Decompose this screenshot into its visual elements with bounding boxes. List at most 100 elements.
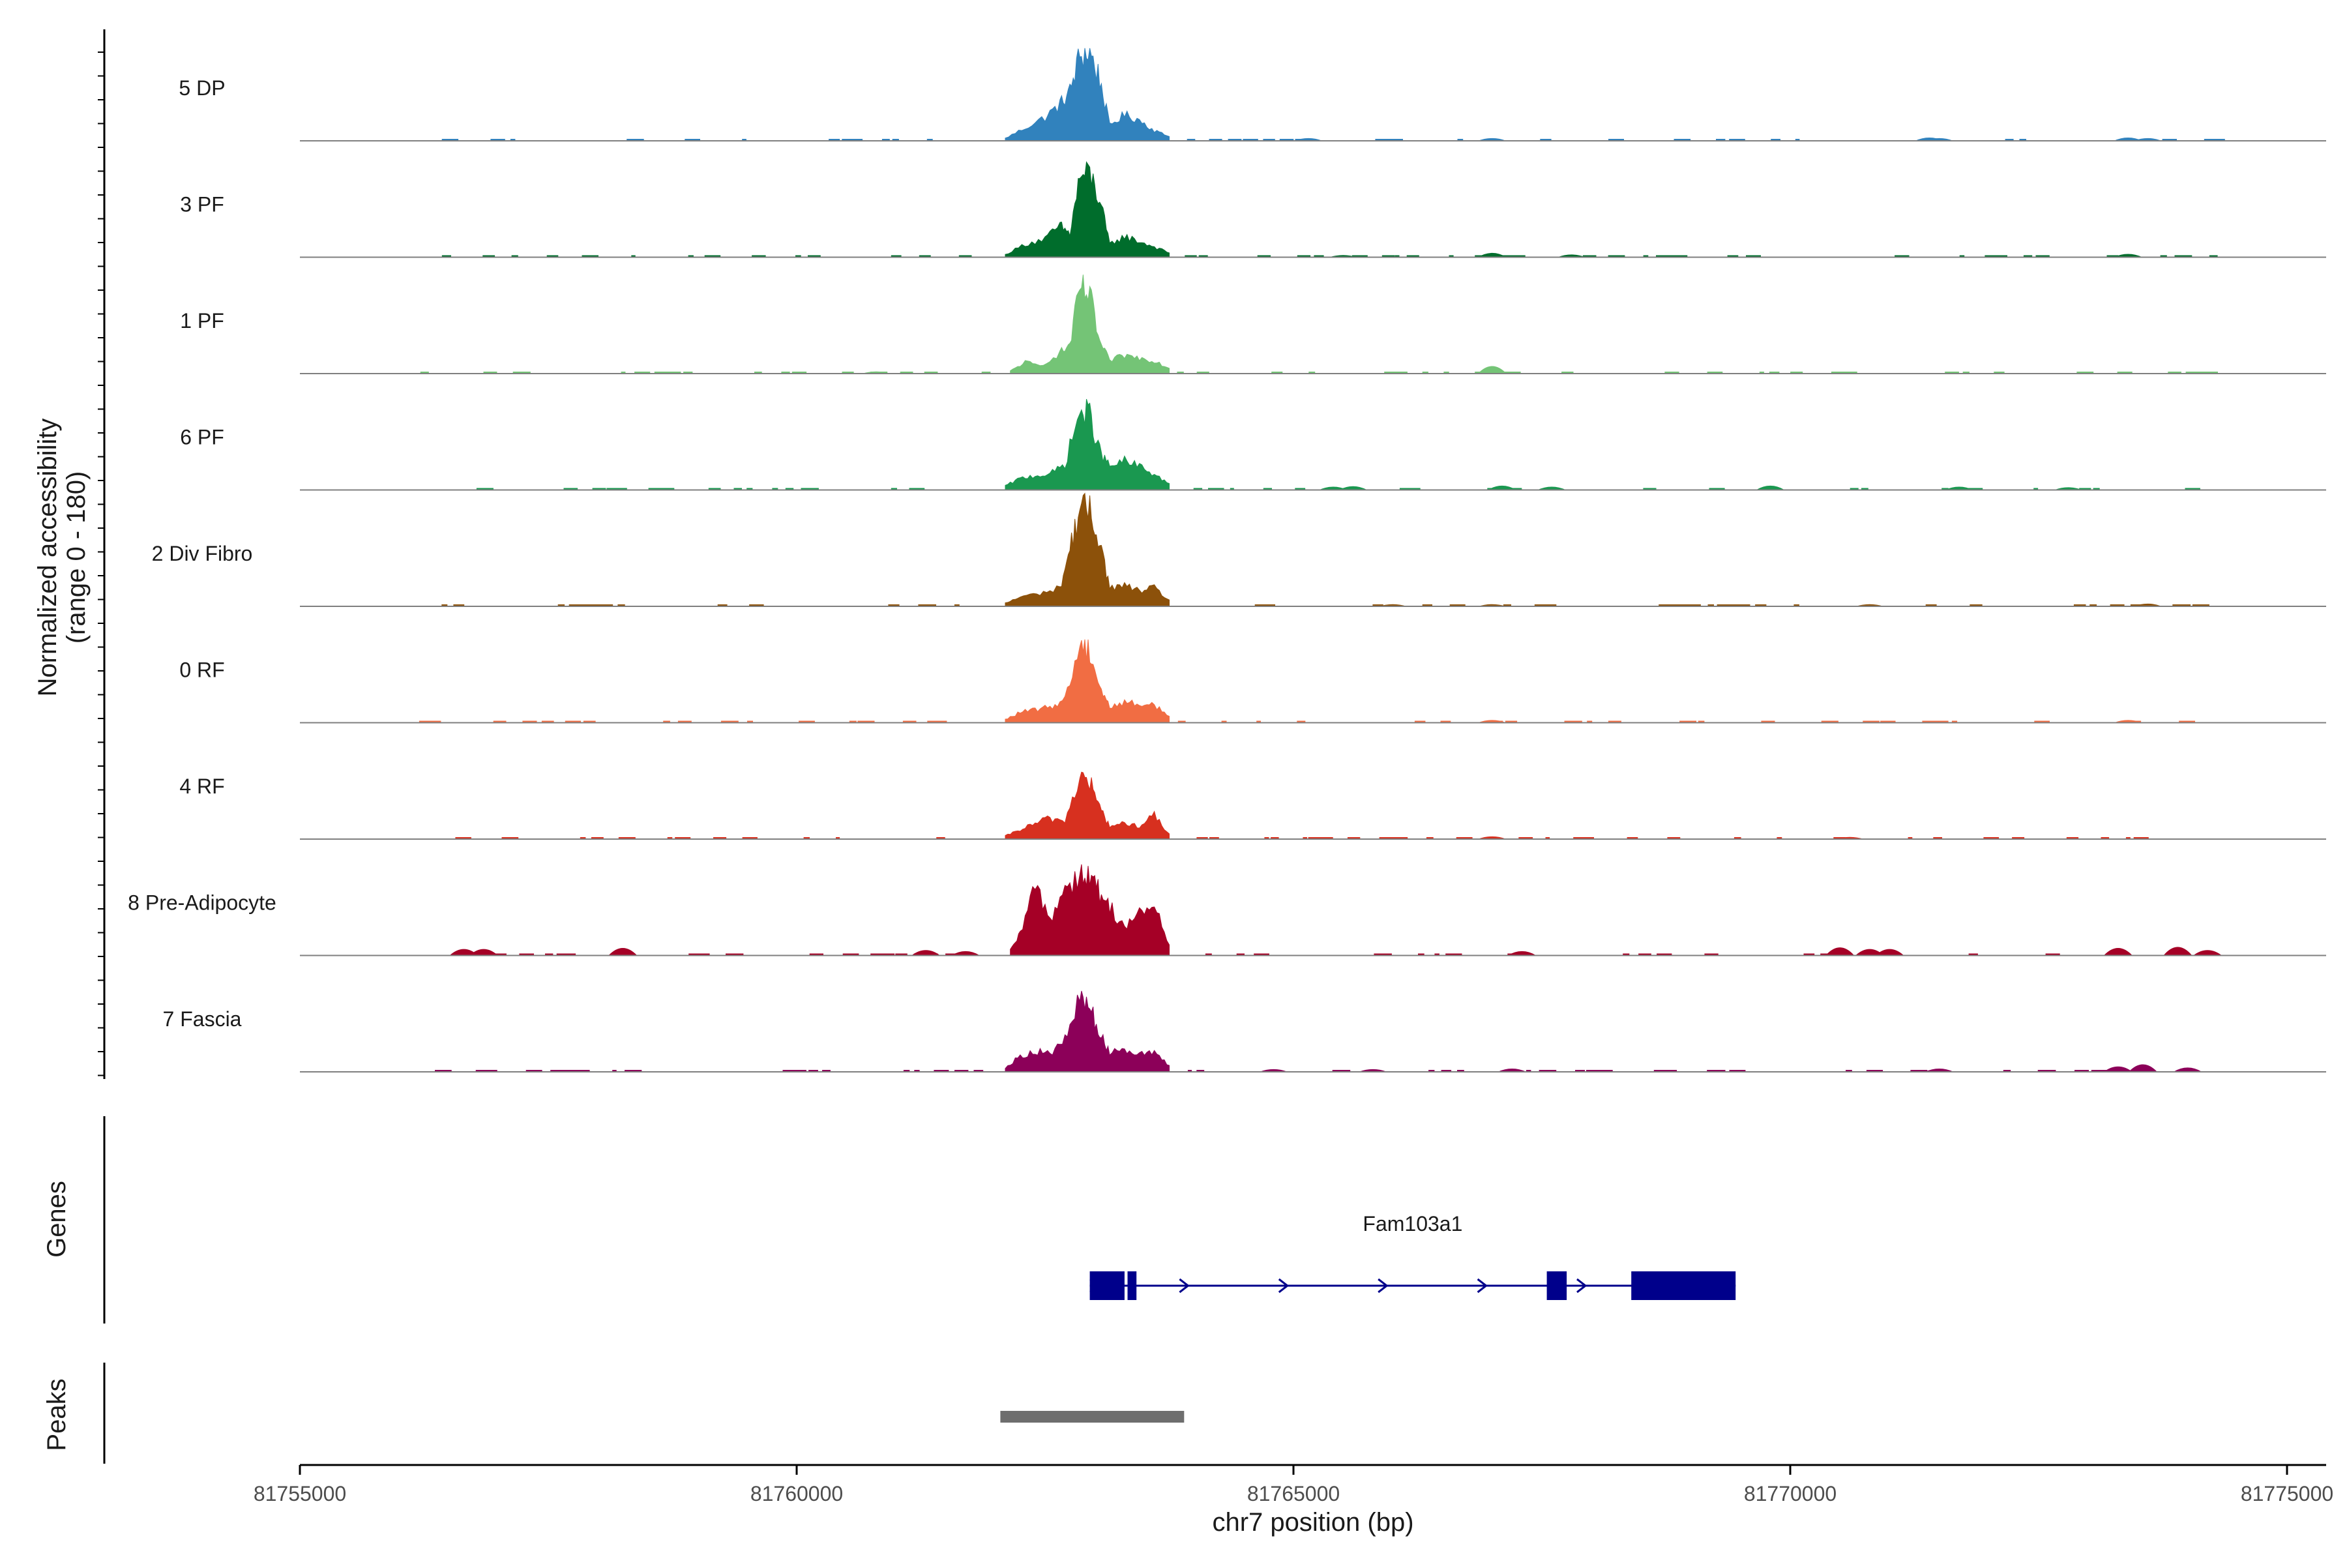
coverage-tracks: 5 DP 3 PF 1 PF 6 PF 2 Div Fibro 0 RF 4 RF 8 Pre… <box>128 48 2326 1072</box>
gene-exon <box>1631 1271 1736 1300</box>
coverage-noise <box>879 953 892 956</box>
coverage-bump <box>2163 947 2192 956</box>
coverage-noise <box>1280 139 1288 141</box>
coverage-noise <box>1449 255 1454 258</box>
track-label: 3 PF <box>180 193 224 216</box>
coverage-noise <box>1328 837 1333 839</box>
coverage-noise <box>842 372 854 374</box>
coverage-noise <box>2012 837 2025 839</box>
coverage-noise <box>1643 488 1657 490</box>
coverage-noise <box>2073 604 2086 606</box>
coverage-noise <box>618 837 636 839</box>
coverage-noise <box>704 255 721 258</box>
coverage-noise <box>1688 604 1701 606</box>
coverage-noise <box>1657 953 1672 956</box>
coverage-noise <box>836 837 840 839</box>
coverage-noise <box>1457 1070 1464 1072</box>
coverage-noise <box>902 720 917 723</box>
coverage-y-ticks <box>98 52 104 1076</box>
coverage-noise <box>692 953 697 956</box>
coverage-noise <box>1456 837 1473 839</box>
coverage-noise <box>1505 720 1518 723</box>
coverage-noise <box>1584 837 1594 839</box>
gene-exon <box>1089 1271 1125 1300</box>
coverage-noise <box>1968 488 1983 490</box>
coverage-noise <box>2089 604 2097 606</box>
coverage-noise <box>575 604 593 606</box>
coverage-noise <box>797 1070 806 1072</box>
coverage-noise <box>1406 255 1419 258</box>
coverage-noise <box>891 255 902 258</box>
coverage-noise <box>791 372 807 374</box>
coverage-noise <box>808 255 821 258</box>
track-2-div-fibro: 2 Div Fibro <box>152 492 2326 607</box>
coverage-noise <box>1771 139 1780 141</box>
coverage-noise <box>1537 604 1553 606</box>
coverage-noise <box>1494 372 1501 374</box>
coverage-noise <box>892 139 899 141</box>
coverage-noise <box>902 372 908 374</box>
coverage-noise <box>1208 488 1224 490</box>
coverage-noise <box>1422 372 1428 374</box>
coverage-noise <box>1795 139 1800 141</box>
coverage-noise <box>1332 1070 1349 1072</box>
coverage-noise <box>2037 1070 2056 1072</box>
coverage-bump <box>2114 254 2143 258</box>
genes-panel-title: Genes <box>42 1181 71 1258</box>
coverage-noise <box>2005 139 2014 141</box>
coverage-noise <box>665 488 673 490</box>
coverage-peak <box>1005 48 1170 141</box>
coverage-noise <box>801 488 819 490</box>
coverage-bump <box>1537 486 1567 490</box>
coverage-noise <box>1895 255 1910 258</box>
coverage-noise <box>1199 255 1208 258</box>
coverage-peak <box>1005 639 1170 723</box>
track-1-pf: 1 PF <box>180 274 2326 374</box>
coverage-noise <box>799 720 815 723</box>
coverage-noise <box>1422 604 1432 606</box>
coverage-bump <box>2129 1064 2157 1072</box>
coverage-noise <box>625 1070 642 1072</box>
coverage-noise <box>1755 604 1767 606</box>
coverage-noise <box>1497 720 1503 723</box>
coverage-noise <box>1933 837 1942 839</box>
coverage-noise <box>1257 255 1271 258</box>
coverage-noise <box>1243 139 1258 141</box>
coverage-noise <box>1777 837 1782 839</box>
coverage-noise <box>441 139 448 141</box>
coverage-noise <box>829 139 840 141</box>
coverage-noise <box>582 255 598 258</box>
coverage-noise <box>1177 720 1186 723</box>
gene-strand-arrow <box>1278 1278 1290 1294</box>
coverage-noise <box>1831 372 1839 374</box>
coverage-noise <box>936 837 945 839</box>
coverage-noise <box>733 488 742 490</box>
coverage-noise <box>1526 1070 1531 1072</box>
coverage-noise <box>1643 255 1649 258</box>
coverage-noise <box>1790 372 1803 374</box>
coverage-noise <box>1866 1070 1883 1072</box>
coverage-noise <box>2045 953 2059 956</box>
coverage-noise <box>2216 139 2225 141</box>
coverage-noise <box>849 139 863 141</box>
coverage-noise <box>2035 255 2050 258</box>
coverage-noise <box>492 953 507 956</box>
coverage-noise <box>1951 720 1958 723</box>
coverage-noise <box>2168 372 2181 374</box>
coverage-peak <box>1005 771 1170 840</box>
coverage-noise <box>1925 604 1937 606</box>
coverage-noise <box>1449 604 1466 606</box>
coverage-noise <box>754 372 762 374</box>
coverage-noise <box>1734 837 1741 839</box>
coverage-noise <box>1727 255 1739 258</box>
coverage-noise <box>1922 720 1939 723</box>
coverage-noise <box>1316 837 1329 839</box>
coverage-noise <box>1911 1070 1928 1072</box>
coverage-noise <box>1638 953 1651 956</box>
coverage-bump <box>2103 948 2133 956</box>
coverage-bump <box>1477 836 1507 839</box>
y-axis-title-line1: Normalized accessibility <box>33 419 62 697</box>
coverage-noise <box>541 720 554 723</box>
coverage-noise <box>1374 953 1392 956</box>
coverage-noise <box>590 604 608 606</box>
